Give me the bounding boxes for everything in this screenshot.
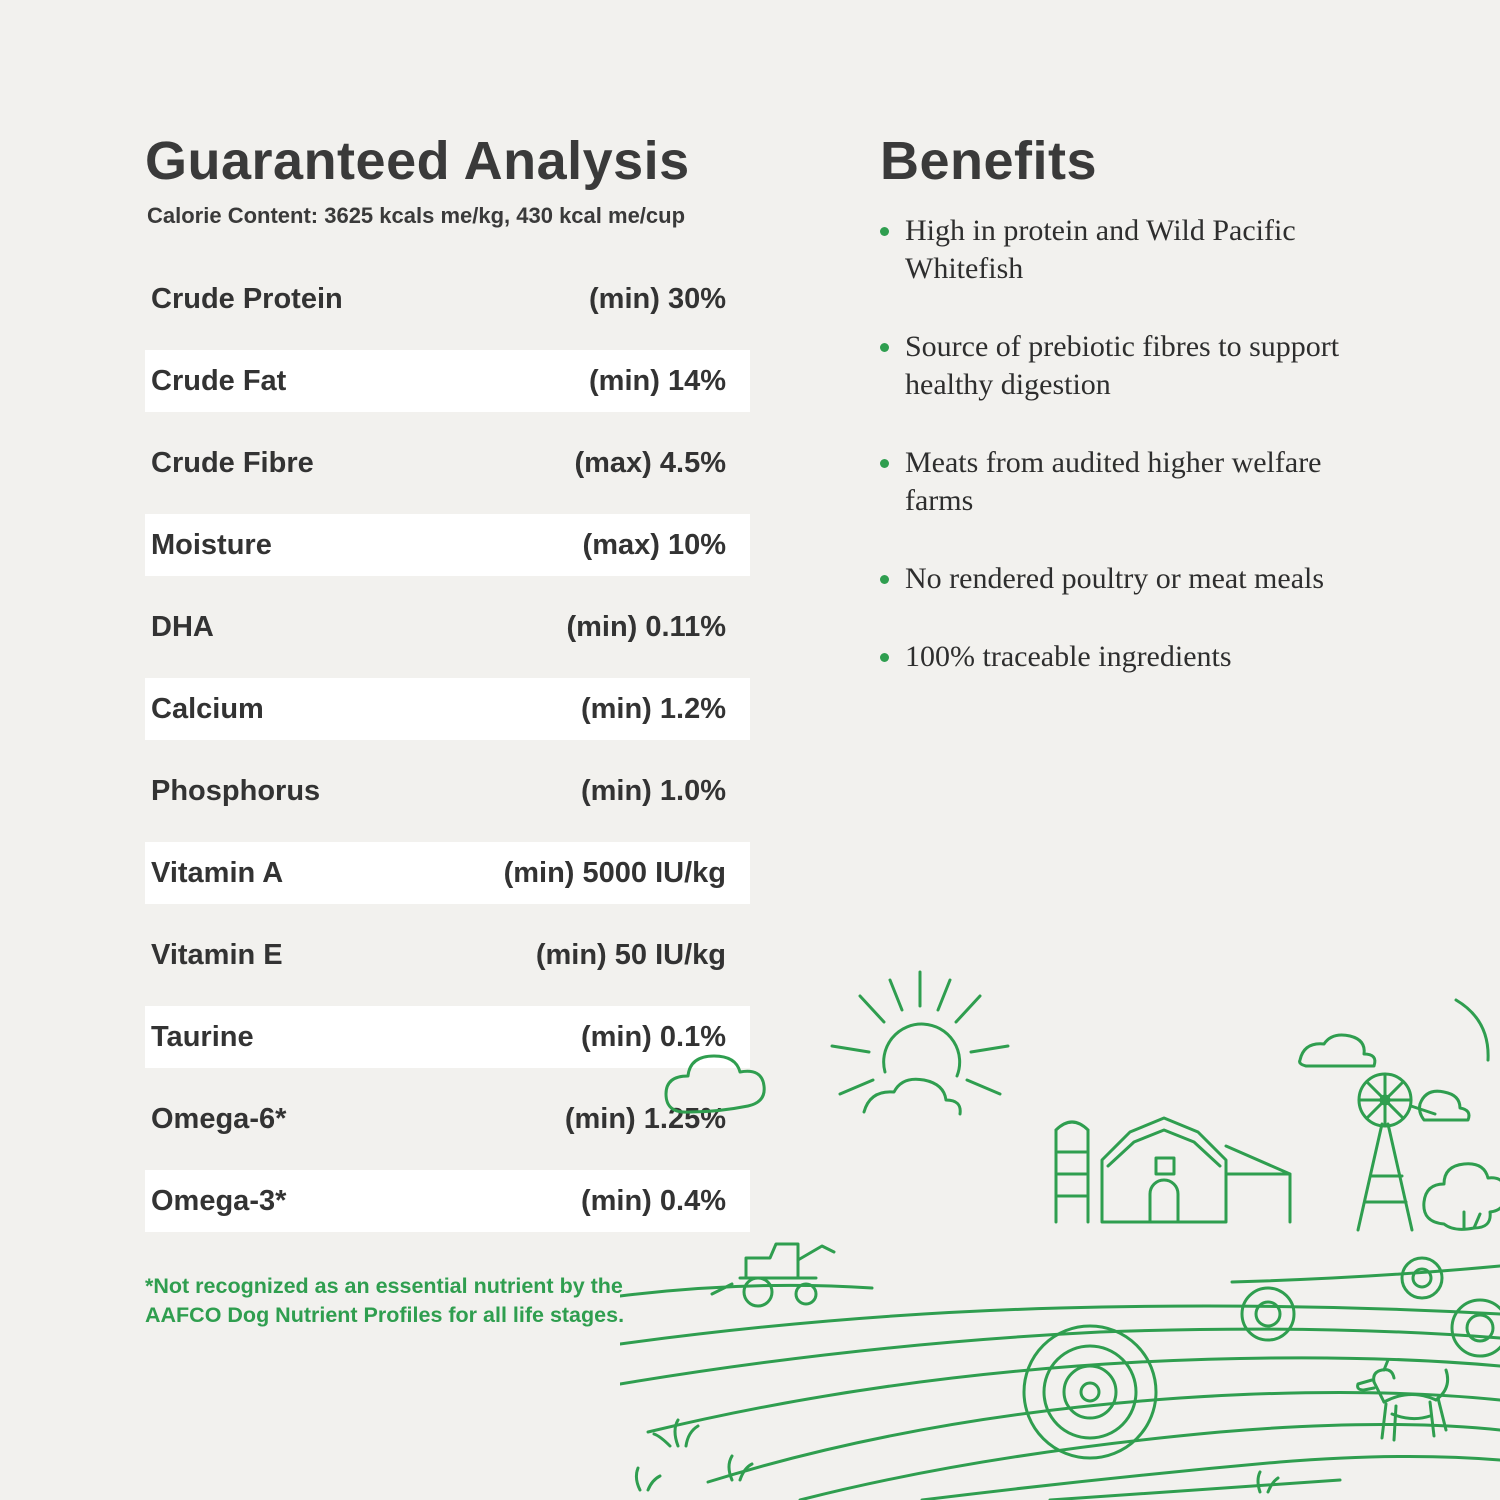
nutrient-label: Vitamin E bbox=[151, 938, 283, 971]
benefit-item: Source of prebiotic fibres to support he… bbox=[880, 328, 1358, 404]
nutrient-value: (min) 5000 IU/kg bbox=[503, 856, 726, 889]
grass-icon bbox=[634, 1418, 1280, 1494]
table-row: Omega-6* (min) 1.25% bbox=[145, 1088, 750, 1150]
nutrient-value: (min) 0.1% bbox=[580, 1020, 726, 1053]
benefit-text: High in protein and Wild Pacific Whitefi… bbox=[905, 214, 1296, 285]
windmill-icon bbox=[1356, 1072, 1437, 1232]
tractor-icon bbox=[710, 1242, 836, 1308]
horizon-line bbox=[1230, 1264, 1500, 1284]
nutrient-value: (min) 30% bbox=[589, 282, 726, 315]
nutrient-label: Omega-6* bbox=[151, 1102, 287, 1135]
aafco-footnote: *Not recognized as an essential nutrient… bbox=[145, 1274, 625, 1328]
benefits-list: High in protein and Wild Pacific Whitefi… bbox=[880, 212, 1358, 716]
benefit-item: Meats from audited higher welfare farms bbox=[880, 444, 1358, 520]
bullet-icon bbox=[880, 653, 889, 662]
table-row: Phosphorus (min) 1.0% bbox=[145, 760, 750, 822]
nutrient-label: Vitamin A bbox=[151, 856, 284, 889]
hay-bale-icon bbox=[1022, 1256, 1500, 1460]
table-row: Crude Protein (min) 30% bbox=[145, 268, 750, 330]
table-row: Crude Fibre (max) 4.5% bbox=[145, 432, 750, 494]
guaranteed-analysis-title: Guaranteed Analysis bbox=[145, 131, 690, 191]
benefits-title: Benefits bbox=[880, 131, 1098, 191]
benefit-text: 100% traceable ingredients bbox=[905, 640, 1232, 673]
horizon-line bbox=[620, 1283, 874, 1298]
nutrient-label: Phosphorus bbox=[151, 774, 321, 807]
nutrient-label: Crude Fibre bbox=[151, 446, 314, 479]
table-row: Calcium (min) 1.2% bbox=[145, 678, 750, 740]
guaranteed-analysis-table: Crude Protein (min) 30% Crude Fat (min) … bbox=[145, 268, 750, 1252]
nutrient-value: (max) 4.5% bbox=[574, 446, 726, 479]
sun-icon bbox=[830, 970, 1010, 1096]
nutrient-label: Calcium bbox=[151, 692, 264, 725]
table-row: Vitamin A (min) 5000 IU/kg bbox=[145, 842, 750, 904]
farm-scene-illustration bbox=[620, 970, 1500, 1500]
cloud-icon bbox=[664, 998, 1490, 1122]
benefit-text: No rendered poultry or meat meals bbox=[905, 562, 1325, 595]
table-row: Taurine (min) 0.1% bbox=[145, 1006, 750, 1068]
benefit-text: Meats from audited higher welfare farms bbox=[905, 446, 1322, 517]
nutrient-value: (min) 1.2% bbox=[580, 692, 726, 725]
table-row: DHA (min) 0.11% bbox=[145, 596, 750, 658]
benefit-item: 100% traceable ingredients bbox=[880, 638, 1358, 676]
bullet-icon bbox=[880, 459, 889, 468]
tree-icon bbox=[1422, 1162, 1500, 1231]
dog-icon bbox=[1356, 1358, 1450, 1442]
nutrient-label: Moisture bbox=[151, 528, 272, 561]
nutrient-value: (min) 1.0% bbox=[580, 774, 726, 807]
nutrient-value: (max) 10% bbox=[582, 528, 726, 561]
bullet-icon bbox=[880, 343, 889, 352]
nutrient-label: DHA bbox=[151, 610, 214, 643]
benefit-item: No rendered poultry or meat meals bbox=[880, 560, 1358, 598]
nutrient-value: (min) 0.4% bbox=[580, 1184, 726, 1217]
table-row: Crude Fat (min) 14% bbox=[145, 350, 750, 412]
nutrient-label: Crude Fat bbox=[151, 364, 287, 397]
nutrient-label: Crude Protein bbox=[151, 282, 343, 315]
benefit-text: Source of prebiotic fibres to support he… bbox=[905, 330, 1340, 401]
nutrient-value: (min) 14% bbox=[589, 364, 726, 397]
table-row: Moisture (max) 10% bbox=[145, 514, 750, 576]
table-row: Omega-3* (min) 0.4% bbox=[145, 1170, 750, 1232]
field-lines bbox=[620, 1304, 1500, 1500]
nutrient-value: (min) 50 IU/kg bbox=[535, 938, 726, 971]
barn-icon bbox=[1054, 1116, 1292, 1224]
table-row: Vitamin E (min) 50 IU/kg bbox=[145, 924, 750, 986]
calorie-content-text: Calorie Content: 3625 kcals me/kg, 430 k… bbox=[147, 203, 686, 228]
benefit-item: High in protein and Wild Pacific Whitefi… bbox=[880, 212, 1358, 288]
nutrient-label: Taurine bbox=[151, 1020, 254, 1053]
nutrient-value: (min) 0.11% bbox=[566, 610, 726, 643]
nutrient-value: (min) 1.25% bbox=[564, 1102, 726, 1135]
nutrient-label: Omega-3* bbox=[151, 1184, 287, 1217]
bullet-icon bbox=[880, 227, 889, 236]
bullet-icon bbox=[880, 575, 889, 584]
